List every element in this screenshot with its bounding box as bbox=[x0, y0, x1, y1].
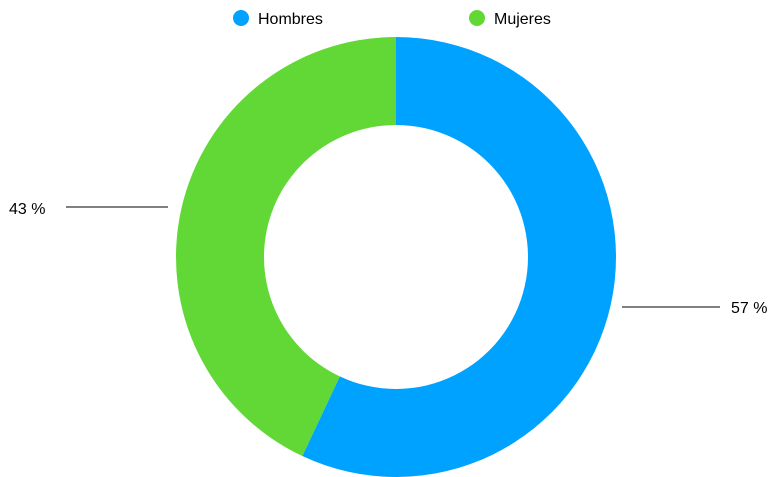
data-label-hombres: 57 % bbox=[731, 300, 767, 317]
legend-item-hombres[interactable]: Hombres bbox=[233, 10, 323, 28]
donut-slices bbox=[176, 37, 616, 477]
slice-mujeres[interactable] bbox=[176, 37, 396, 457]
legend-label-hombres: Hombres bbox=[258, 11, 323, 28]
legend-marker-mujeres bbox=[469, 10, 485, 26]
leader-lines bbox=[66, 206, 720, 308]
legend-marker-hombres bbox=[233, 10, 249, 26]
slice-hombres[interactable] bbox=[302, 37, 616, 477]
legend-item-mujeres[interactable]: Mujeres bbox=[469, 10, 551, 28]
legend-label-mujeres: Mujeres bbox=[494, 11, 551, 28]
data-label-mujeres: 43 % bbox=[9, 201, 45, 218]
legend: Hombres Mujeres bbox=[233, 10, 551, 28]
